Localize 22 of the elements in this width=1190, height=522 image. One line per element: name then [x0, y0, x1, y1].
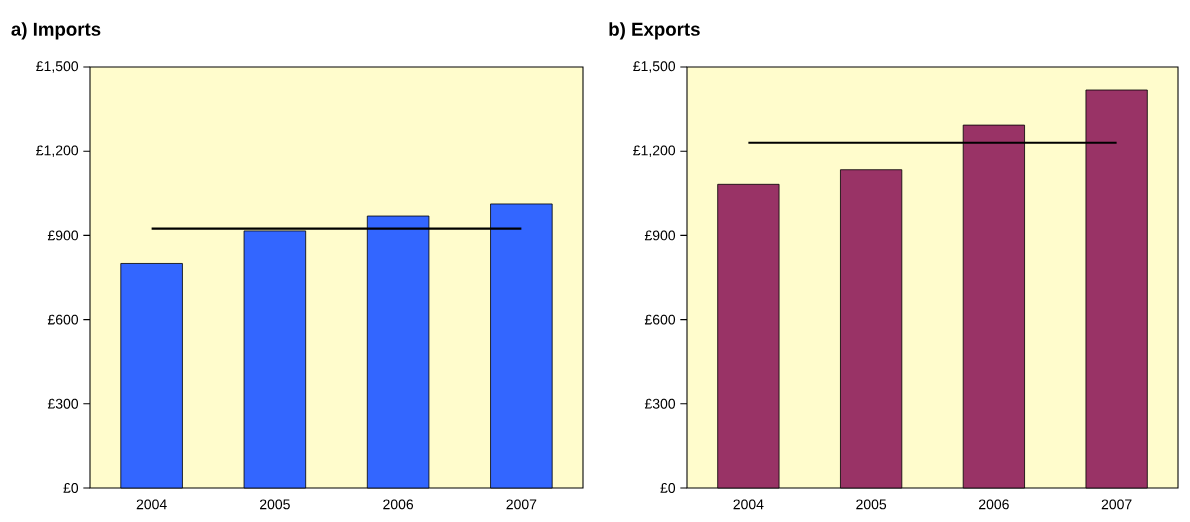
x-tick-label: 2006 [383, 499, 414, 510]
x-tick-label: 2006 [979, 499, 1009, 510]
y-tick-label: £0 [63, 483, 79, 493]
y-tick-label: £1,500 [36, 61, 79, 73]
y-tick-label: £300 [47, 398, 79, 409]
y-tick-label: £0 [660, 483, 676, 493]
y-tick-label: £300 [644, 398, 676, 409]
x-tick-label: 2004 [733, 499, 764, 510]
y-tick-label: £1,200 [36, 145, 79, 157]
x-tick-label: 2007 [506, 499, 537, 510]
chart-title: b) Exports [609, 22, 700, 40]
y-tick-label: £600 [644, 314, 676, 325]
y-tick-label: £1,200 [633, 145, 676, 157]
y-tick-label: £1,500 [633, 61, 676, 73]
chart-title: a) Imports [11, 22, 101, 40]
x-tick-label: 2005 [260, 499, 290, 510]
y-tick-label: £900 [644, 230, 676, 241]
y-tick-label: £900 [47, 230, 79, 241]
x-tick-label: 2005 [856, 499, 887, 510]
x-tick-label: 2007 [1101, 499, 1132, 510]
y-tick-label: £600 [47, 314, 79, 325]
x-tick-label: 2004 [136, 499, 167, 510]
